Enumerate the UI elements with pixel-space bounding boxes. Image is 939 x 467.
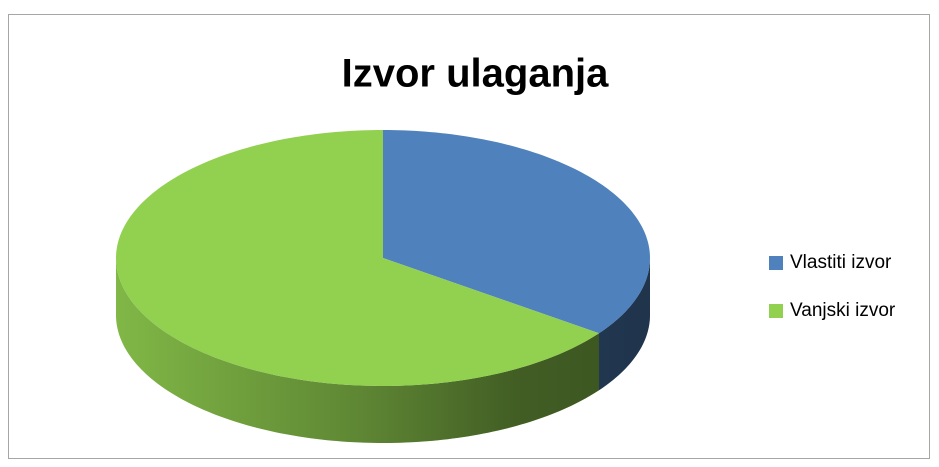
slice-side-shade bbox=[599, 258, 650, 391]
legend-label: Vlastiti izvor bbox=[790, 252, 892, 273]
legend-swatch bbox=[769, 304, 783, 318]
slice bbox=[383, 130, 650, 334]
slice-side-shade bbox=[116, 258, 600, 443]
chart-title: Izvor ulaganja bbox=[342, 52, 609, 96]
slice bbox=[116, 130, 600, 386]
legend-label: Vanjski izvor bbox=[790, 300, 896, 321]
legend-swatch bbox=[769, 256, 783, 270]
